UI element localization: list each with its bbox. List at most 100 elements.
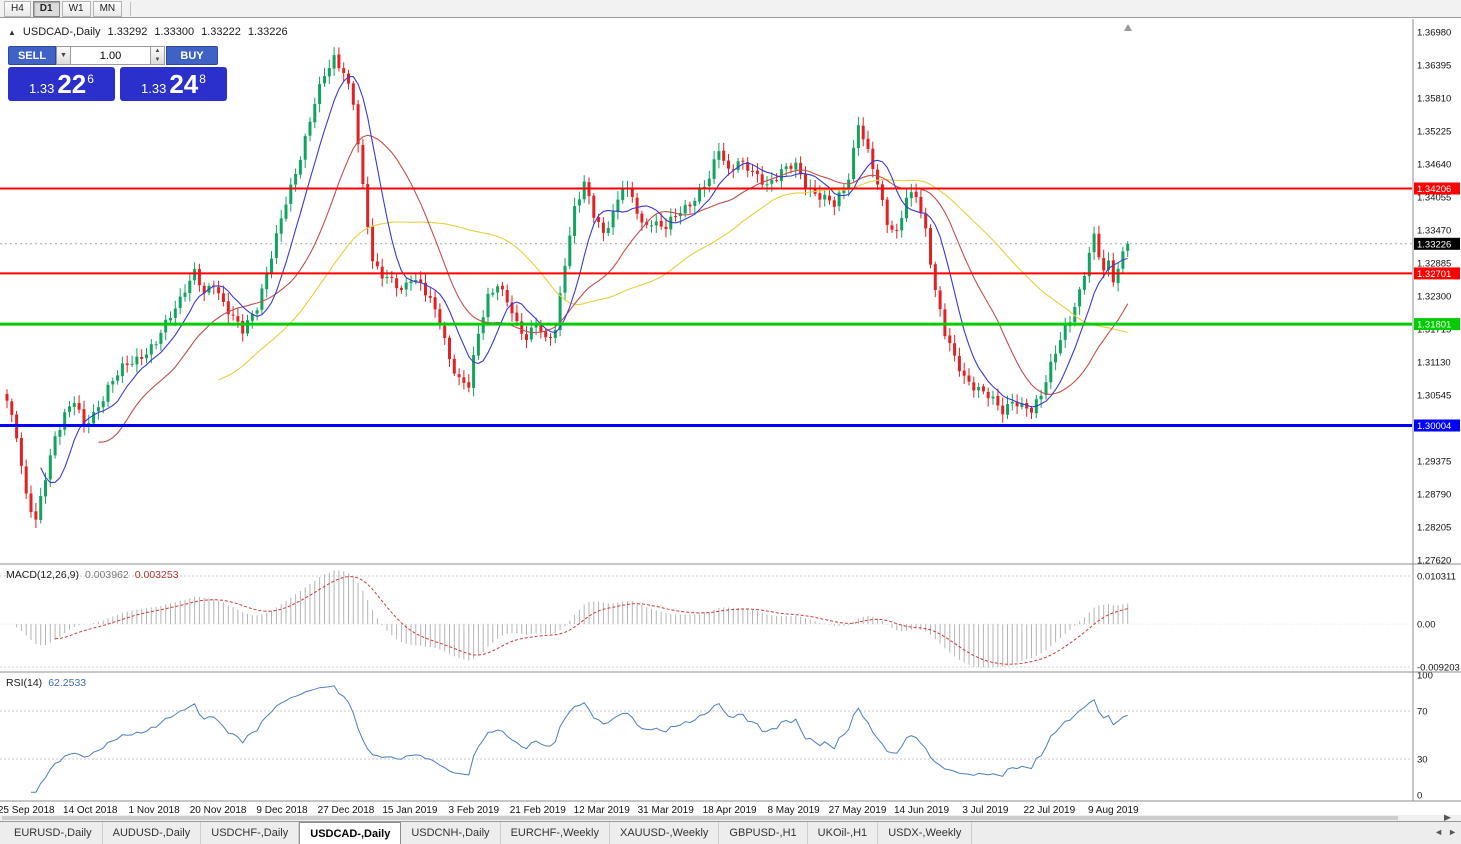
volume-dropdown-button[interactable]: ▼	[56, 46, 71, 65]
tab-usdx-weekly[interactable]: USDX-,Weekly	[878, 822, 973, 844]
one-click-trading-panel: SELL ▼ 1.00 ▲ ▼ BUY 1.33 22 6 1.33 24	[8, 46, 232, 101]
svg-text:1.34055: 1.34055	[1417, 193, 1451, 204]
hscrollbar-thumb[interactable]	[2, 816, 1398, 820]
ma-medium-line	[98, 134, 1129, 443]
svg-text:27 May 2019: 27 May 2019	[829, 805, 887, 816]
svg-text:1.33470: 1.33470	[1417, 226, 1451, 237]
svg-text:1 Nov 2018: 1 Nov 2018	[129, 805, 181, 816]
svg-text:27 Dec 2018: 27 Dec 2018	[318, 805, 375, 816]
timeframe-button-h4[interactable]: H4	[4, 0, 31, 17]
tab-usdcad-daily[interactable]: USDCAD-,Daily	[299, 822, 402, 844]
rsi-line	[31, 685, 1128, 793]
svg-text:18 Apr 2019: 18 Apr 2019	[703, 805, 757, 816]
tab-usdcnh-daily[interactable]: USDCNH-,Daily	[401, 822, 501, 844]
tabs-scroll-right-icon[interactable]: ►	[1448, 827, 1457, 837]
volume-input[interactable]: 1.00	[71, 46, 151, 65]
timeframe-button-w1[interactable]: W1	[61, 0, 91, 17]
svg-text:1.30004: 1.30004	[1417, 421, 1451, 432]
svg-text:1.28205: 1.28205	[1417, 523, 1451, 534]
svg-text:1.35225: 1.35225	[1417, 127, 1451, 138]
tabs-scroll-arrows: ◄ ►	[1434, 827, 1457, 837]
svg-text:9 Aug 2019: 9 Aug 2019	[1088, 805, 1139, 816]
svg-text:1.32300: 1.32300	[1417, 292, 1451, 303]
volume-spinner[interactable]: ▲ ▼	[151, 46, 165, 65]
svg-text:1.34640: 1.34640	[1417, 160, 1451, 171]
svg-text:1.32885: 1.32885	[1417, 259, 1451, 270]
volume-down-icon[interactable]: ▼	[154, 56, 161, 63]
chart-symbol-header: ▲ USDCAD-,Daily 1.33292 1.33300 1.33222 …	[8, 26, 288, 38]
tab-gbpusd-h1[interactable]: GBPUSD-,H1	[719, 822, 808, 844]
macd-histogram	[16, 570, 1129, 668]
rsi-name: RSI(14)	[6, 677, 43, 689]
price-axis-tags: 1.34206 1.32701 1.31801 1.30004 1.33226	[1414, 182, 1460, 432]
volume-up-icon[interactable]: ▲	[154, 48, 161, 55]
chart-tabs-bar: EURUSD-,Daily AUDUSD-,Daily USDCHF-,Daily U…	[0, 821, 1461, 844]
sell-button[interactable]: SELL	[8, 46, 56, 65]
tab-eurusd-daily[interactable]: EURUSD-,Daily	[4, 822, 103, 844]
tab-ukoil-h1[interactable]: UKOil-,H1	[808, 822, 879, 844]
timeframe-button-d1[interactable]: D1	[32, 0, 60, 17]
timeframe-toolbar: H4 D1 W1 MN	[0, 0, 1461, 18]
svg-text:0.00: 0.00	[1417, 620, 1436, 631]
svg-text:20 Nov 2018: 20 Nov 2018	[190, 805, 247, 816]
buy-button[interactable]: BUY	[166, 46, 218, 65]
current-price-tag	[1414, 237, 1460, 250]
svg-text:0: 0	[1417, 791, 1422, 802]
candles-layer	[5, 47, 1130, 528]
chart-shift-marker-icon[interactable]	[1124, 24, 1132, 31]
svg-text:1.35810: 1.35810	[1417, 94, 1451, 105]
tabs-scroll-left-icon[interactable]: ◄	[1434, 827, 1444, 837]
ma-fast-line	[40, 75, 1128, 484]
price-tag-1.32701	[1414, 267, 1460, 280]
tab-audusd-daily[interactable]: AUDUSD-,Daily	[103, 822, 202, 844]
macd-indicator-label: MACD(12,26,9) 0.003962 0.003253	[6, 569, 179, 581]
ask-price-big: 24	[169, 69, 199, 99]
scroll-right-icon[interactable]	[1444, 814, 1451, 822]
timeframe-button-mn[interactable]: MN	[92, 0, 123, 17]
svg-text:22 Jul 2019: 22 Jul 2019	[1023, 805, 1075, 816]
macd-axis-labels: 0.010311 0.00 -0.009203	[1417, 572, 1460, 674]
svg-text:70: 70	[1417, 707, 1428, 718]
svg-text:1.36395: 1.36395	[1417, 61, 1451, 72]
svg-text:1.33226: 1.33226	[1417, 239, 1451, 250]
chart-area[interactable]: 0.010311 0.00 -0.009203 100 70 30 0 1.36980 1.36…	[0, 19, 1461, 821]
chart-canvas[interactable]: 0.0103110.00-0.009203100703001.369801.36…	[0, 19, 1461, 821]
rsi-value: 62.2533	[48, 677, 87, 689]
symbol-name: USDCAD-,Daily	[22, 26, 101, 38]
svg-text:9 Dec 2018: 9 Dec 2018	[256, 805, 308, 816]
svg-text:1.36980: 1.36980	[1417, 28, 1451, 39]
svg-text:1.28790: 1.28790	[1417, 490, 1451, 501]
macd-name: MACD(12,26,9)	[6, 569, 79, 581]
collapse-arrow-icon[interactable]: ▲	[8, 27, 16, 37]
tab-usdchf-daily[interactable]: USDCHF-,Daily	[201, 822, 300, 844]
ma-slow-line	[218, 178, 1128, 381]
ohlc-low: 1.33222	[201, 26, 241, 38]
tab-xauusd-weekly[interactable]: XAUUSD-,Weekly	[610, 822, 720, 844]
svg-text:-0.009203: -0.009203	[1417, 663, 1460, 674]
svg-text:8 May 2019: 8 May 2019	[767, 805, 820, 816]
ohlc-open: 1.33292	[107, 26, 148, 38]
bid-price-panel[interactable]: 1.33 22 6	[8, 67, 115, 101]
macd-signal-line	[55, 576, 1128, 665]
macd-value: 0.003962	[84, 569, 129, 581]
tab-eurchf-weekly[interactable]: EURCHF-,Weekly	[501, 822, 610, 844]
ask-price-panel[interactable]: 1.33 24 8	[120, 67, 227, 101]
ohlc-high: 1.33300	[154, 26, 195, 38]
svg-text:1.34206: 1.34206	[1417, 184, 1451, 195]
svg-text:100: 100	[1417, 671, 1433, 682]
price-tag-1.30004	[1414, 419, 1460, 432]
svg-text:14 Jun 2019: 14 Jun 2019	[894, 805, 949, 816]
svg-text:3 Jul 2019: 3 Jul 2019	[962, 805, 1009, 816]
svg-text:1.29375: 1.29375	[1417, 457, 1451, 468]
svg-text:12 Mar 2019: 12 Mar 2019	[574, 805, 631, 816]
ask-price-sup: 8	[199, 71, 206, 86]
price-tag-1.34206	[1414, 182, 1460, 195]
macd-signal-value: 0.003253	[134, 569, 179, 581]
svg-text:1.31801: 1.31801	[1417, 320, 1451, 331]
svg-text:14 Oct 2018: 14 Oct 2018	[63, 805, 118, 816]
price-tag-1.31801	[1414, 318, 1460, 331]
ask-price-prefix: 1.33	[141, 81, 167, 96]
svg-text:1.31130: 1.31130	[1417, 358, 1451, 369]
rsi-axis-labels: 100 70 30 0	[1417, 671, 1433, 802]
